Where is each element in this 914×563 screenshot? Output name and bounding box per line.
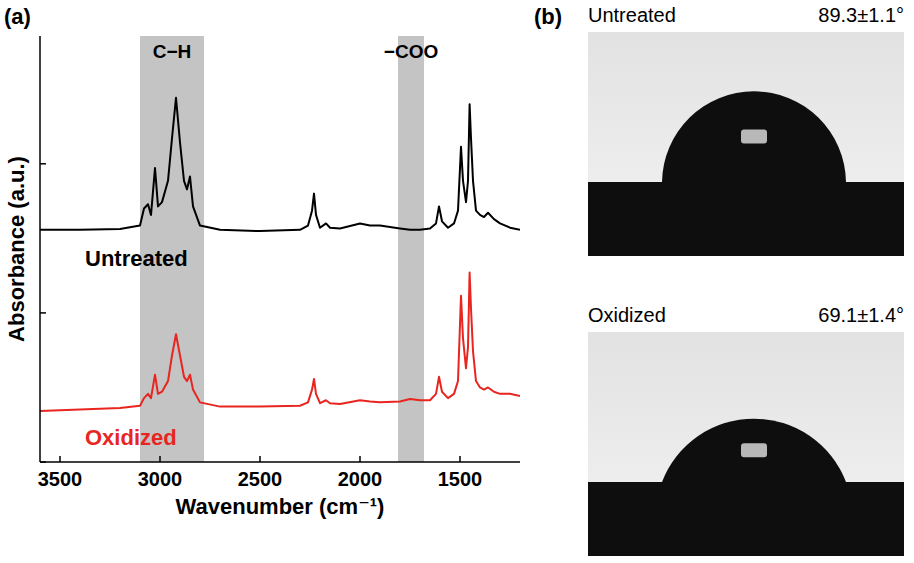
y-tick xyxy=(40,163,46,165)
angle-label: 89.3±1.1° xyxy=(818,4,904,26)
y-axis-title: Absorbance (a.u.) xyxy=(4,156,29,342)
image-background xyxy=(588,32,904,256)
y-axis xyxy=(39,36,41,462)
panel-label: (b) xyxy=(534,4,562,29)
image-label: Oxidized xyxy=(588,304,666,326)
droplet xyxy=(662,91,846,182)
series-label: Untreated xyxy=(85,246,188,271)
x-tick-label: 3000 xyxy=(138,468,183,490)
x-tick-label: 2000 xyxy=(338,468,383,490)
x-tick xyxy=(159,456,161,462)
contact-angle-image xyxy=(588,32,904,256)
x-tick xyxy=(359,456,361,462)
image-label: Untreated xyxy=(588,4,676,26)
y-tick xyxy=(40,461,46,463)
plot-area xyxy=(40,36,520,462)
substrate xyxy=(588,182,904,256)
droplet-reflection xyxy=(741,130,767,144)
substrate xyxy=(588,482,904,556)
image-background xyxy=(588,332,904,556)
x-tick xyxy=(59,456,61,462)
panel-label: (a) xyxy=(4,4,31,29)
series-label: Oxidized xyxy=(85,425,177,450)
x-tick-label: 1500 xyxy=(438,468,483,490)
figure: (a)C−H−COOUntreatedOxidized3500300025002… xyxy=(0,0,914,563)
x-tick-label: 3500 xyxy=(38,468,83,490)
x-tick-label: 2500 xyxy=(238,468,283,490)
band-label: −COO xyxy=(384,41,438,62)
x-axis xyxy=(40,461,520,463)
x-tick xyxy=(459,456,461,462)
angle-label: 69.1±1.4° xyxy=(818,304,904,326)
x-axis-title: Wavenumber (cm⁻¹) xyxy=(176,494,385,519)
contact-angle-image xyxy=(588,332,904,556)
x-tick xyxy=(259,456,261,462)
droplet-reflection xyxy=(741,443,767,457)
band-label: C−H xyxy=(153,41,192,62)
panel-b: (b) Untreated 89.3±1.1° Oxidized 69.1±1.4° xyxy=(534,4,904,556)
spectrum-line xyxy=(40,98,520,231)
y-tick xyxy=(40,312,46,314)
spectrum-line xyxy=(40,272,520,410)
panel-a: (a) C−H −COO Untreated Oxidized3500 3000 2500 2… xyxy=(4,4,520,519)
droplet xyxy=(662,419,846,482)
